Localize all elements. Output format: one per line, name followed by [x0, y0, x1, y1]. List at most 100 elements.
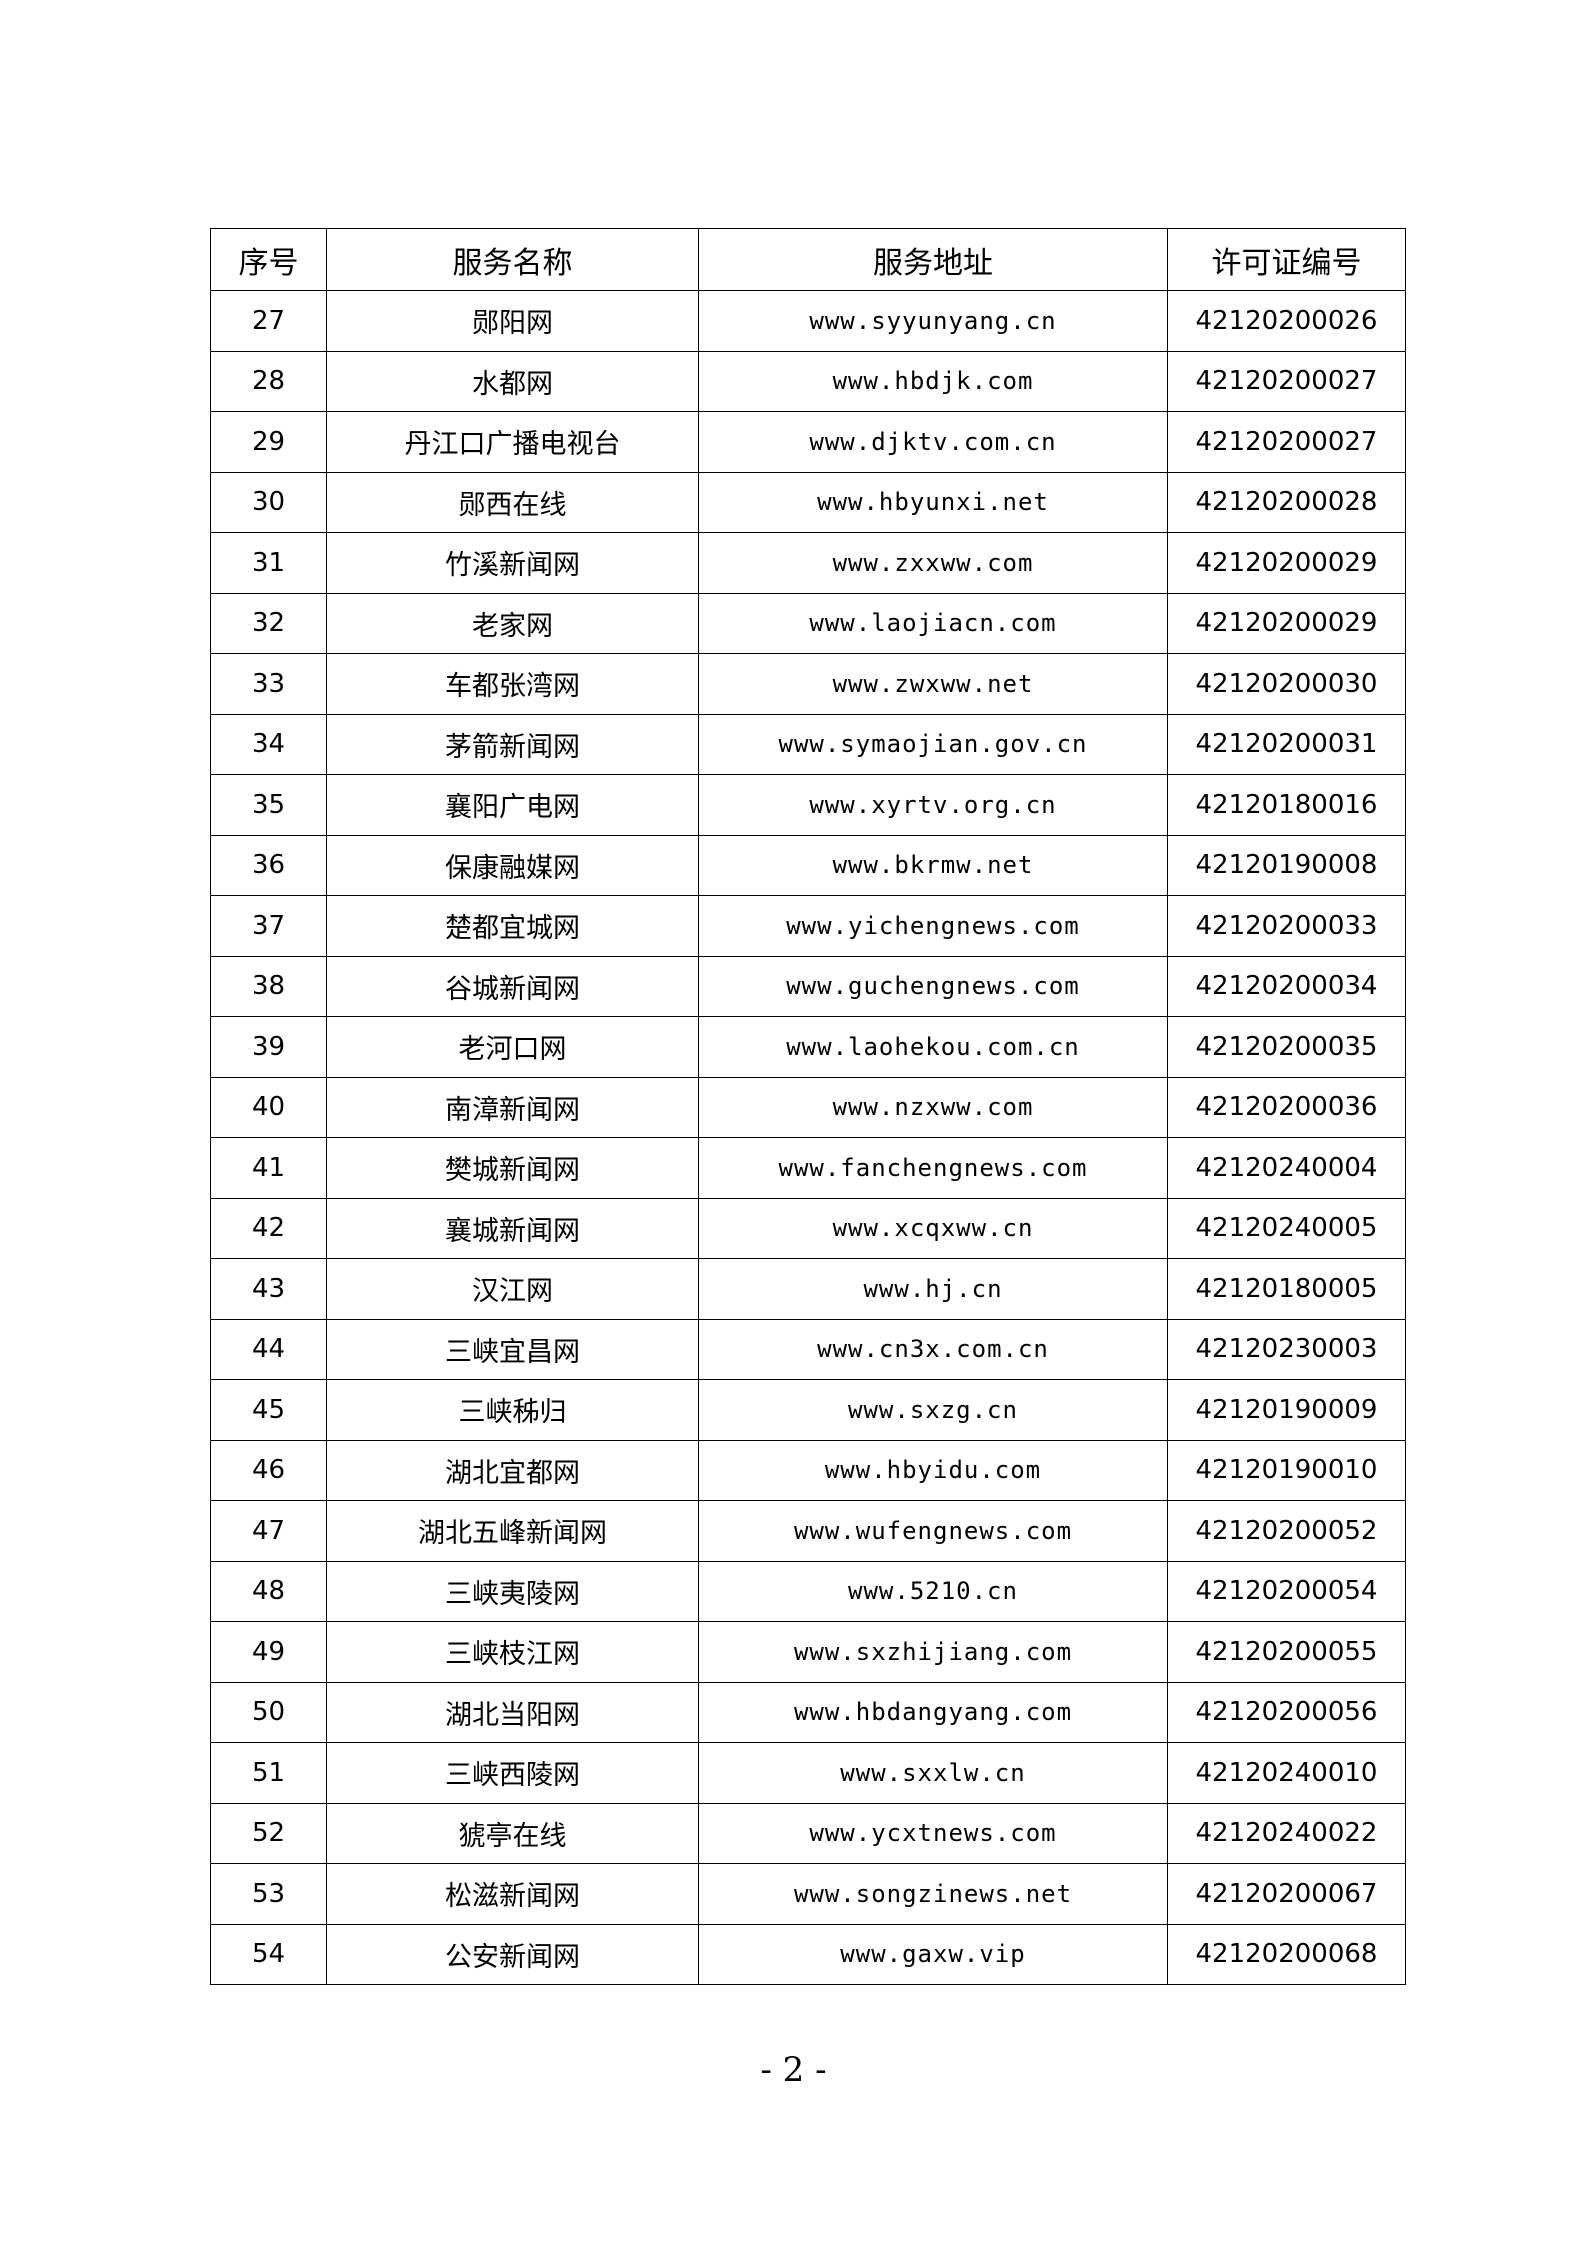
row-index: 41	[210, 1137, 327, 1199]
service-name: 保康融媒网	[326, 834, 699, 896]
license-number: 42120200027	[1167, 350, 1406, 412]
service-address: www.sxzhijiang.com	[698, 1621, 1168, 1683]
header-service-name: 服务名称	[326, 228, 699, 291]
service-address: www.symaojian.gov.cn	[698, 713, 1168, 775]
service-name: 襄阳广电网	[326, 774, 699, 836]
license-number: 42120180005	[1167, 1258, 1406, 1320]
license-number: 42120200029	[1167, 592, 1406, 654]
service-address: www.sxzg.cn	[698, 1379, 1168, 1441]
service-name: 车都张湾网	[326, 653, 699, 715]
service-name: 三峡秭归	[326, 1379, 699, 1441]
service-address: www.hbyidu.com	[698, 1439, 1168, 1501]
service-address: www.wufengnews.com	[698, 1500, 1168, 1562]
table-row: 48 三峡夷陵网 www.5210.cn 42120200054	[210, 1560, 1406, 1622]
license-table: 序号 服务名称 服务地址 许可证编号 27 郧阳网 www.syyunyang.cn…	[210, 228, 1406, 1985]
row-index: 37	[210, 895, 327, 957]
table-row: 37 楚都宜城网 www.yichengnews.com 42120200033	[210, 895, 1406, 957]
row-index: 46	[210, 1439, 327, 1501]
row-index: 33	[210, 653, 327, 715]
service-address: www.hbdjk.com	[698, 350, 1168, 412]
table-row: 32 老家网 www.laojiacn.com 42120200029	[210, 592, 1406, 654]
service-address: www.nzxww.com	[698, 1076, 1168, 1138]
table-row: 53 松滋新闻网 www.songzinews.net 42120200067	[210, 1863, 1406, 1925]
license-number: 42120200028	[1167, 471, 1406, 533]
row-index: 35	[210, 774, 327, 836]
row-index: 53	[210, 1863, 327, 1925]
service-address: www.djktv.com.cn	[698, 411, 1168, 473]
header-service-address: 服务地址	[698, 228, 1168, 291]
service-address: www.ycxtnews.com	[698, 1802, 1168, 1864]
license-number: 42120200036	[1167, 1076, 1406, 1138]
table-row: 42 襄城新闻网 www.xcqxww.cn 42120240005	[210, 1197, 1406, 1259]
license-number: 42120240010	[1167, 1742, 1406, 1804]
service-name: 汉江网	[326, 1258, 699, 1320]
license-number: 42120180016	[1167, 774, 1406, 836]
service-name: 公安新闻网	[326, 1923, 699, 1985]
table-row: 49 三峡枝江网 www.sxzhijiang.com 42120200055	[210, 1621, 1406, 1683]
row-index: 36	[210, 834, 327, 896]
service-address: www.songzinews.net	[698, 1863, 1168, 1925]
license-number: 42120200054	[1167, 1560, 1406, 1622]
service-name: 老河口网	[326, 1016, 699, 1078]
table-row: 38 谷城新闻网 www.guchengnews.com 42120200034	[210, 955, 1406, 1017]
service-name: 樊城新闻网	[326, 1137, 699, 1199]
service-name: 谷城新闻网	[326, 955, 699, 1017]
table-row: 34 茅箭新闻网 www.symaojian.gov.cn 42120200031	[210, 713, 1406, 775]
row-index: 44	[210, 1318, 327, 1380]
header-license-number: 许可证编号	[1167, 228, 1406, 291]
license-number: 42120240004	[1167, 1137, 1406, 1199]
table-row: 54 公安新闻网 www.gaxw.vip 42120200068	[210, 1923, 1406, 1985]
service-name: 松滋新闻网	[326, 1863, 699, 1925]
service-address: www.gaxw.vip	[698, 1923, 1168, 1985]
row-index: 54	[210, 1923, 327, 1985]
table-row: 45 三峡秭归 www.sxzg.cn 42120190009	[210, 1379, 1406, 1441]
table-row: 50 湖北当阳网 www.hbdangyang.com 42120200056	[210, 1681, 1406, 1743]
row-index: 48	[210, 1560, 327, 1622]
license-number: 42120200052	[1167, 1500, 1406, 1562]
table-row: 52 猇亭在线 www.ycxtnews.com 42120240022	[210, 1802, 1406, 1864]
row-index: 38	[210, 955, 327, 1017]
service-name: 丹江口广播电视台	[326, 411, 699, 473]
service-name: 三峡枝江网	[326, 1621, 699, 1683]
license-number: 42120200031	[1167, 713, 1406, 775]
service-name: 湖北宜都网	[326, 1439, 699, 1501]
row-index: 31	[210, 532, 327, 594]
service-address: www.sxxlw.cn	[698, 1742, 1168, 1804]
row-index: 32	[210, 592, 327, 654]
license-number: 42120200026	[1167, 290, 1406, 352]
service-name: 水都网	[326, 350, 699, 412]
service-name: 襄城新闻网	[326, 1197, 699, 1259]
table-row: 46 湖北宜都网 www.hbyidu.com 42120190010	[210, 1439, 1406, 1501]
table-row: 31 竹溪新闻网 www.zxxww.com 42120200029	[210, 532, 1406, 594]
service-name: 湖北五峰新闻网	[326, 1500, 699, 1562]
license-number: 42120190009	[1167, 1379, 1406, 1441]
service-name: 竹溪新闻网	[326, 532, 699, 594]
service-address: www.hbyunxi.net	[698, 471, 1168, 533]
service-name: 老家网	[326, 592, 699, 654]
service-address: www.hbdangyang.com	[698, 1681, 1168, 1743]
table-row: 29 丹江口广播电视台 www.djktv.com.cn 42120200027	[210, 411, 1406, 473]
service-name: 三峡夷陵网	[326, 1560, 699, 1622]
row-index: 50	[210, 1681, 327, 1743]
table-row: 33 车都张湾网 www.zwxww.net 42120200030	[210, 653, 1406, 715]
license-number: 42120190010	[1167, 1439, 1406, 1501]
service-address: www.hj.cn	[698, 1258, 1168, 1320]
service-address: www.zwxww.net	[698, 653, 1168, 715]
row-index: 27	[210, 290, 327, 352]
table-row: 30 郧西在线 www.hbyunxi.net 42120200028	[210, 471, 1406, 533]
table-row: 39 老河口网 www.laohekou.com.cn 42120200035	[210, 1016, 1406, 1078]
service-address: www.cn3x.com.cn	[698, 1318, 1168, 1380]
license-number: 42120200027	[1167, 411, 1406, 473]
table-row: 47 湖北五峰新闻网 www.wufengnews.com 42120200052	[210, 1500, 1406, 1562]
table-row: 27 郧阳网 www.syyunyang.cn 42120200026	[210, 290, 1406, 352]
row-index: 40	[210, 1076, 327, 1138]
row-index: 39	[210, 1016, 327, 1078]
license-number: 42120200067	[1167, 1863, 1406, 1925]
table-row: 36 保康融媒网 www.bkrmw.net 42120190008	[210, 834, 1406, 896]
service-address: www.laojiacn.com	[698, 592, 1168, 654]
license-number: 42120200030	[1167, 653, 1406, 715]
row-index: 47	[210, 1500, 327, 1562]
service-address: www.xyrtv.org.cn	[698, 774, 1168, 836]
service-address: www.5210.cn	[698, 1560, 1168, 1622]
service-address: www.laohekou.com.cn	[698, 1016, 1168, 1078]
